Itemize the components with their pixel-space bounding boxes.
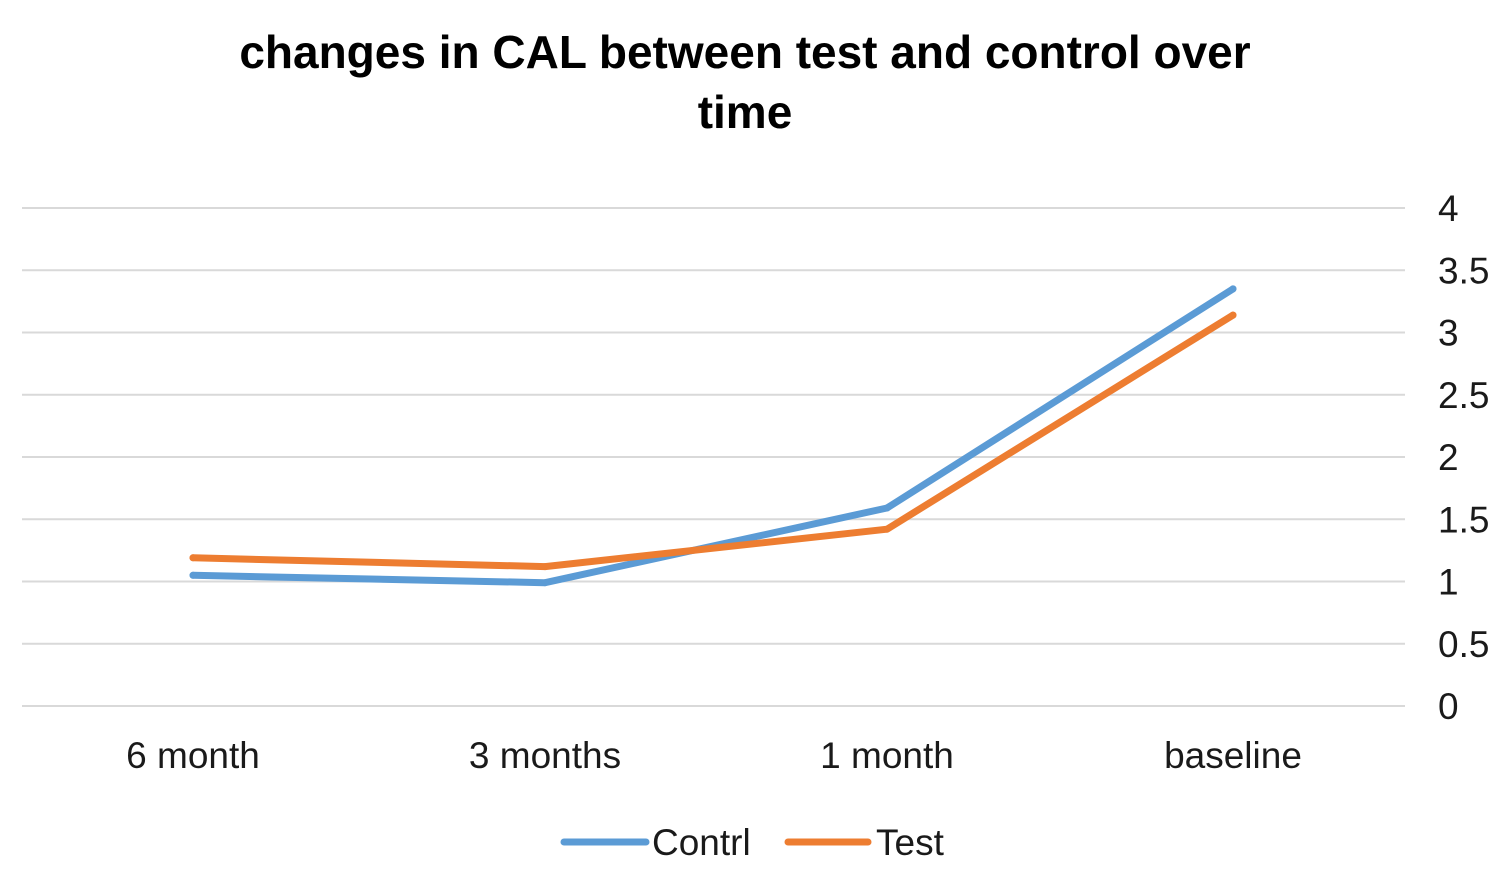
data-point-test <box>189 554 197 562</box>
y-tick-label: 3 <box>1438 313 1459 354</box>
y-tick-label: 4 <box>1438 188 1459 229</box>
chart-title-line-1: changes in CAL between test and control … <box>239 26 1250 78</box>
data-point-test <box>1229 311 1237 319</box>
data-point-test <box>541 563 549 571</box>
series-line-test <box>189 311 1237 571</box>
legend-label: Contrl <box>652 822 751 863</box>
y-tick-label: 1.5 <box>1438 499 1489 540</box>
data-point-contrl <box>1229 285 1237 293</box>
x-tick-label: 3 months <box>469 735 621 776</box>
x-axis-tick-labels: 6 month 3 months 1 month baseline <box>126 735 1302 776</box>
data-point-test <box>883 525 891 533</box>
data-point-contrl <box>883 504 891 512</box>
y-tick-label: 0.5 <box>1438 624 1489 665</box>
y-tick-label: 2 <box>1438 437 1459 478</box>
gridlines <box>22 207 1405 707</box>
data-point-contrl <box>541 579 549 587</box>
chart-title-line-2: time <box>698 86 793 138</box>
x-tick-label: 1 month <box>820 735 954 776</box>
chart-title: changes in CAL between test and control … <box>239 26 1250 138</box>
y-axis-tick-labels: 0 0.5 1 1.5 2 2.5 3 3.5 4 <box>1438 188 1489 727</box>
x-tick-label: baseline <box>1164 735 1302 776</box>
legend-label: Test <box>876 822 945 863</box>
y-tick-label: 1 <box>1438 562 1459 603</box>
data-point-contrl <box>189 571 197 579</box>
y-tick-label: 3.5 <box>1438 250 1489 291</box>
y-tick-label: 0 <box>1438 686 1459 727</box>
x-tick-label: 6 month <box>126 735 260 776</box>
series-lines <box>189 285 1237 587</box>
y-tick-label: 2.5 <box>1438 375 1489 416</box>
legend: Contrl Test <box>560 822 945 863</box>
